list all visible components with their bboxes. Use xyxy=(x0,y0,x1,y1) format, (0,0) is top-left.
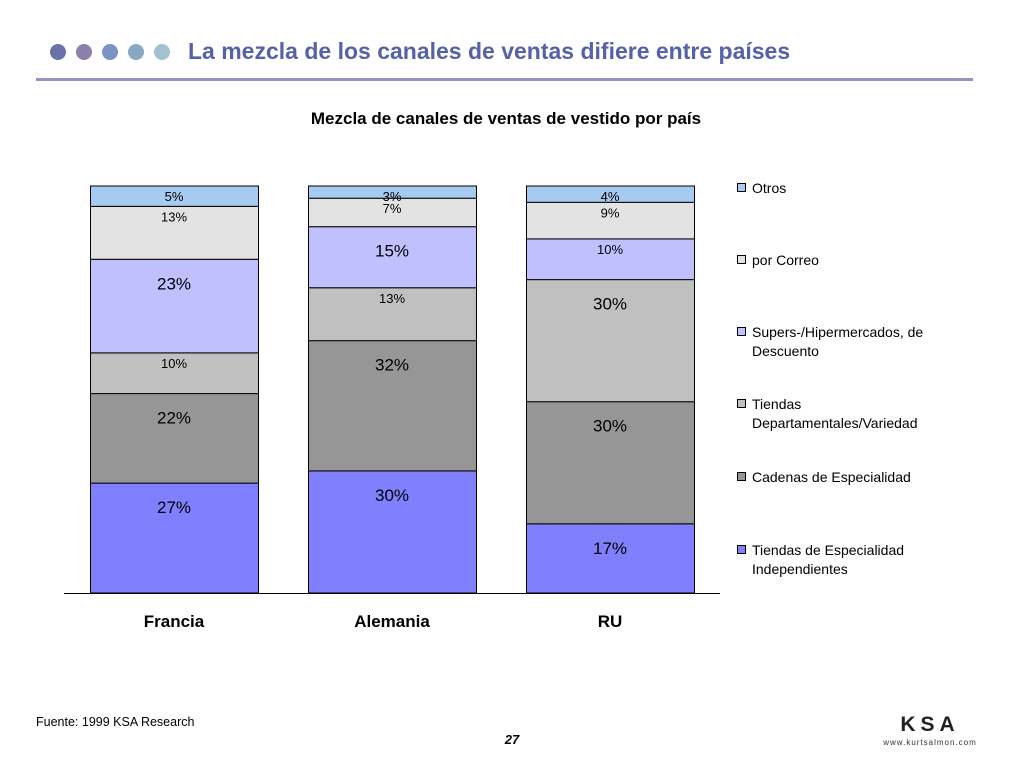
data-label: 13% xyxy=(161,209,187,224)
data-label: 4% xyxy=(601,189,620,204)
data-label: 5% xyxy=(165,189,184,204)
title-dot xyxy=(102,44,118,60)
bar-segment xyxy=(308,226,477,289)
bar-segment xyxy=(526,523,695,594)
title-dot xyxy=(76,44,92,60)
title-underline xyxy=(36,78,973,81)
bar-segment xyxy=(90,205,259,260)
data-label: 10% xyxy=(161,356,187,371)
legend-label: Otros xyxy=(752,180,787,196)
source-note: Fuente: 1999 KSA Research xyxy=(36,715,195,729)
data-label: 30% xyxy=(593,295,627,314)
bar-segment xyxy=(308,340,477,472)
bar-segment xyxy=(308,185,477,199)
legend-swatch xyxy=(737,255,746,264)
legend-label: por Correo xyxy=(752,252,819,268)
title-dot xyxy=(154,44,170,60)
bar-segment xyxy=(308,287,477,342)
bar-segment xyxy=(90,185,259,207)
legend-swatch xyxy=(737,399,746,408)
logo-mark: KSA xyxy=(900,713,960,736)
data-label: 30% xyxy=(375,486,409,505)
slide-title: La mezcla de los canales de ventas difie… xyxy=(188,38,791,64)
title-dot xyxy=(50,44,66,60)
data-label: 30% xyxy=(593,417,627,436)
title-dot xyxy=(128,44,144,60)
stacked-bar-chart: 27% 22% 10% 23% 13% 5% Francia 30% 32% 13% 15% 7%3%… xyxy=(64,185,720,631)
bar-segment xyxy=(526,279,695,403)
page-number: 27 xyxy=(504,732,520,747)
legend-label: Tiendas de Especialidad Independientes xyxy=(752,542,905,577)
data-label: 13% xyxy=(379,291,405,306)
bar-segment xyxy=(308,470,477,594)
ksa-logo: KSA www.kurtsalmon.com xyxy=(880,713,980,747)
legend-label: Cadenas de Especialidad xyxy=(752,469,911,485)
data-label: 15% xyxy=(375,242,409,261)
category-label: Alemania xyxy=(354,612,430,631)
legend-swatch xyxy=(737,183,746,192)
data-label: 17% xyxy=(593,539,627,558)
category-label: RU xyxy=(598,612,623,631)
data-label: 9% xyxy=(601,205,620,220)
bar-segment xyxy=(90,393,259,484)
data-label: 22% xyxy=(157,409,191,428)
data-label: 7% xyxy=(383,201,402,216)
data-label: 23% xyxy=(157,274,191,293)
logo-url: www.kurtsalmon.com xyxy=(883,738,977,747)
bar-segment xyxy=(90,258,259,354)
bar-segment xyxy=(308,197,477,228)
bar-segment xyxy=(90,352,259,395)
chart-title: Mezcla de canales de ventas de vestido p… xyxy=(310,109,702,128)
bar-segment xyxy=(90,482,259,594)
legend-swatch xyxy=(737,545,746,554)
data-label: 3% xyxy=(383,189,402,204)
bar-segment xyxy=(526,401,695,525)
legend-label: Supers-/Hipermercados, de Descuento xyxy=(752,324,924,359)
data-label: 10% xyxy=(597,242,623,257)
legend-swatch xyxy=(737,327,746,336)
legend-label: Tiendas Departamentales/Variedad xyxy=(752,396,918,431)
category-label: Francia xyxy=(144,612,205,631)
data-label: 27% xyxy=(157,498,191,517)
legend-swatch xyxy=(737,472,746,481)
bar-segment xyxy=(526,185,695,203)
bar-segment xyxy=(526,201,695,240)
data-label: 32% xyxy=(375,356,409,375)
